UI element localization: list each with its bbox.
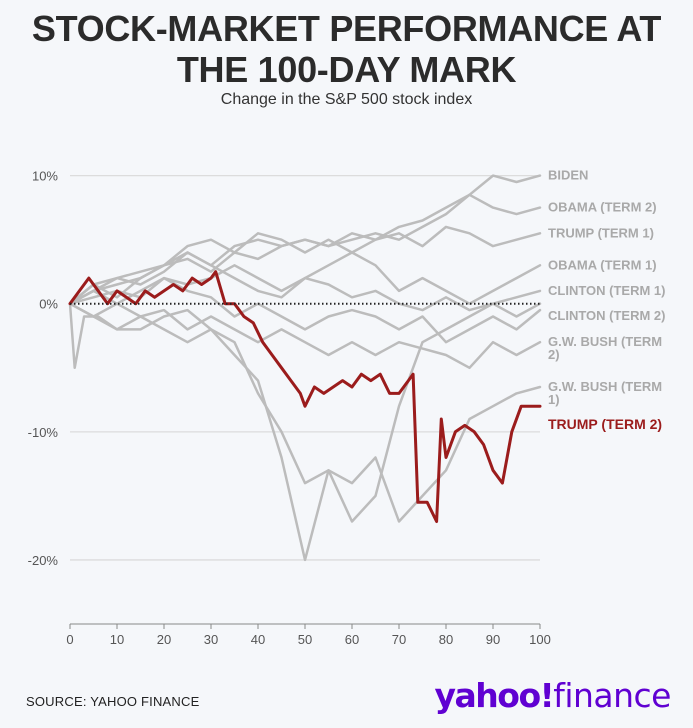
- chart-title-line-2: THE 100-DAY MARK: [176, 49, 517, 90]
- series-line-clinton-term-1: [68, 264, 542, 312]
- x-tick-label: 60: [345, 632, 359, 647]
- series-line-clinton-composite-unlabeled: [68, 302, 542, 523]
- series-label-trump-term-1: TRUMP (TERM 1): [548, 225, 654, 240]
- chart-subtitle: Change in the S&P 500 stock index: [220, 91, 473, 108]
- yahoo-finance-logo: yahoo!finance: [434, 676, 672, 715]
- y-tick-label: -10%: [28, 425, 59, 440]
- x-tick-label: 10: [110, 632, 124, 647]
- x-tick-label: 40: [251, 632, 265, 647]
- series-lines: [68, 174, 542, 562]
- chart-title: STOCK-MARKET PERFORMANCE AT THE 100-DAY …: [0, 8, 693, 90]
- x-tick-label: 20: [157, 632, 171, 647]
- axes: 10% 0% -10% -20% 0 10 20 30 40 50 60 70 80 90 100: [28, 169, 551, 647]
- series-line-g-w-bush-term-2: [68, 302, 542, 370]
- chart-title-line-1: STOCK-MARKET PERFORMANCE AT: [31, 8, 662, 49]
- x-tick-label: 50: [298, 632, 312, 647]
- series-label-clinton-term-1: CLINTON (TERM 1): [548, 283, 665, 298]
- y-tick-label: 0%: [39, 297, 58, 312]
- x-tick-label: 90: [486, 632, 500, 647]
- x-tick-label: 30: [204, 632, 218, 647]
- series-label-g-w-bush-term-1: 1): [548, 392, 560, 407]
- x-tick-label: 70: [392, 632, 406, 647]
- x-tick-label: 80: [439, 632, 453, 647]
- logo-finance: finance: [553, 676, 671, 715]
- series-label-biden: BIDEN: [548, 168, 588, 183]
- source-note: SOURCE: YAHOO FINANCE: [26, 694, 200, 709]
- series-label-obama-term-1: OBAMA (TERM 1): [548, 257, 657, 272]
- series-label-g-w-bush-term-2: 2): [548, 347, 560, 362]
- series-label-g-w-bush-term-1: G.W. BUSH (TERM: [548, 379, 662, 394]
- series-line-trump-term-1: [68, 225, 542, 305]
- series-label-obama-term-2: OBAMA (TERM 2): [548, 200, 657, 215]
- series-label-clinton-term-2: CLINTON (TERM 2): [548, 308, 665, 323]
- series-line-trump-term-2: [68, 270, 542, 523]
- x-tick-label: 0: [66, 632, 73, 647]
- series-labels: BIDEN OBAMA (TERM 2) TRUMP (TERM 1) OBAMA (…: [548, 168, 665, 432]
- series-label-trump-term-2: TRUMP (TERM 2): [548, 416, 662, 432]
- series-line-clinton-term-2: [68, 276, 542, 344]
- logo-yahoo: yahoo!: [434, 676, 555, 715]
- x-tick-label: 100: [529, 632, 551, 647]
- series-label-g-w-bush-term-2: G.W. BUSH (TERM: [548, 334, 662, 349]
- y-tick-label: 10%: [32, 169, 58, 184]
- y-tick-label: -20%: [28, 553, 59, 568]
- series-line-obama-term-2: [68, 193, 542, 305]
